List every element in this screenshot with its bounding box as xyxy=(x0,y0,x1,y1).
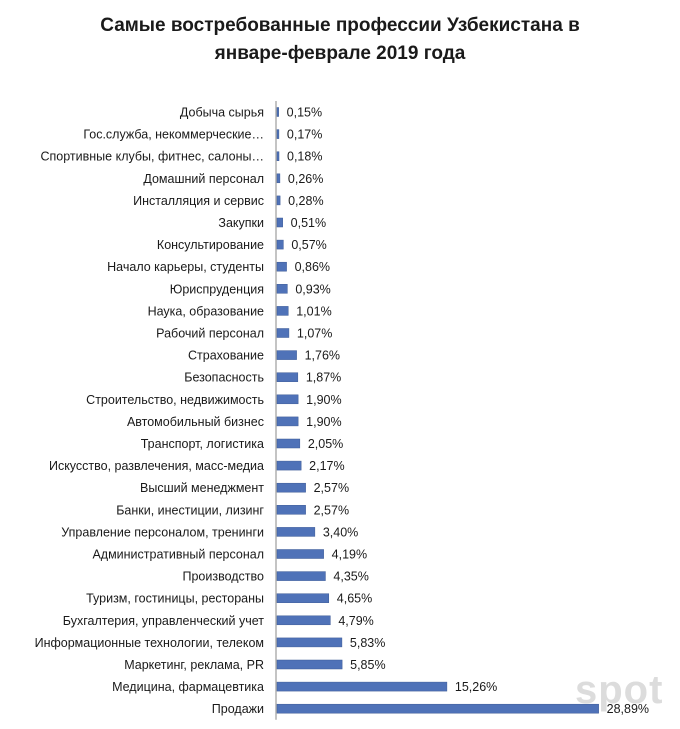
category-label: Закупки xyxy=(218,216,264,230)
category-label: Маркетинг, реклама, PR xyxy=(124,658,264,672)
bar xyxy=(276,527,316,537)
bar xyxy=(276,173,281,184)
value-label: 1,01% xyxy=(296,304,331,318)
value-label: 1,90% xyxy=(306,393,341,407)
bars xyxy=(276,107,599,714)
bar xyxy=(276,659,343,670)
category-label: Безопасность xyxy=(184,371,264,385)
value-label: 2,57% xyxy=(314,503,349,517)
bar xyxy=(276,681,448,692)
value-label: 1,07% xyxy=(297,327,332,341)
bar xyxy=(276,195,281,206)
bar xyxy=(276,239,284,250)
bar xyxy=(276,593,330,603)
bar xyxy=(276,306,289,316)
category-label: Бухгалтерия, управленческий учет xyxy=(63,614,264,628)
watermark-logo: spot xyxy=(575,668,664,712)
bar xyxy=(276,549,324,559)
category-label: Административный персонал xyxy=(92,548,264,562)
bar xyxy=(276,505,306,515)
bar xyxy=(276,284,288,294)
value-label: 1,87% xyxy=(306,371,341,385)
category-label: Банки, инестиции, лизинг xyxy=(116,503,264,517)
category-label: Автомобильный бизнес xyxy=(127,415,264,429)
bar xyxy=(276,217,283,228)
value-label: 1,90% xyxy=(306,415,341,429)
value-label: 2,57% xyxy=(314,481,349,495)
value-label: 15,26% xyxy=(455,680,497,694)
value-label: 4,79% xyxy=(338,614,373,628)
category-label: Начало карьеры, студенты xyxy=(107,260,264,274)
bar xyxy=(276,394,299,405)
value-label: 0,26% xyxy=(288,172,323,186)
bar xyxy=(276,460,302,471)
category-label: Продажи xyxy=(212,702,264,716)
value-label: 0,18% xyxy=(287,150,322,164)
value-label: 4,65% xyxy=(337,592,372,606)
category-label: Домашний персонал xyxy=(143,172,264,186)
value-label: 28,89% xyxy=(607,702,649,716)
value-label: 2,17% xyxy=(309,459,344,473)
category-label: Туризм, гостиницы, рестораны xyxy=(86,592,264,606)
value-label: 5,83% xyxy=(350,636,385,650)
value-label: 0,51% xyxy=(291,216,326,230)
category-label: Наука, образование xyxy=(148,304,264,318)
category-label: Консультирование xyxy=(157,238,264,252)
category-label: Гос.служба, некоммерческие… xyxy=(83,128,264,142)
category-label: Юриспруденция xyxy=(170,282,264,296)
category-label: Спортивные клубы, фитнес, салоны… xyxy=(41,150,265,164)
bar xyxy=(276,129,280,139)
value-labels: 0,15% 0,17% 0,18% 0,26% 0,28% 0,51% 0,57% 0,86%… xyxy=(287,106,649,717)
category-label: Транспорт, логистика xyxy=(141,437,264,451)
bar xyxy=(276,261,287,272)
value-label: 4,19% xyxy=(332,548,367,562)
chart-title: Самые востребованные профессии Узбекиста… xyxy=(0,12,680,68)
bar xyxy=(276,703,599,714)
bar xyxy=(276,482,306,493)
category-label: Медицина, фармацевтика xyxy=(112,680,264,694)
value-label: 2,05% xyxy=(308,437,343,451)
category-label: Искусство, развлечения, масс-медиа xyxy=(49,459,264,473)
value-label: 0,57% xyxy=(291,238,326,252)
category-label: Добыча сырья xyxy=(180,106,264,120)
category-label: Страхование xyxy=(188,349,264,363)
category-label: Информационные технологии, телеком xyxy=(35,636,264,650)
bar xyxy=(276,637,343,648)
value-label: 0,86% xyxy=(295,260,330,274)
bar xyxy=(276,328,290,338)
value-label: 3,40% xyxy=(323,525,358,539)
value-label: 0,15% xyxy=(287,106,322,120)
chart-title-line2: январе-феврале 2019 года xyxy=(214,43,466,64)
category-labels: Добыча сырья Гос.служба, некоммерческие… С… xyxy=(35,106,265,717)
value-label: 0,28% xyxy=(288,194,323,208)
value-label: 0,93% xyxy=(295,282,330,296)
value-label: 5,85% xyxy=(350,658,385,672)
bar xyxy=(276,107,279,117)
bar xyxy=(276,416,299,427)
bar xyxy=(276,350,297,360)
category-label: Инсталляция и сервис xyxy=(133,194,264,208)
bar xyxy=(276,438,301,449)
value-label: 0,17% xyxy=(287,128,322,142)
bar xyxy=(276,571,326,581)
category-label: Строительство, недвижимость xyxy=(86,393,264,407)
bar xyxy=(276,151,280,161)
category-label: Производство xyxy=(182,570,264,584)
value-label: 1,76% xyxy=(305,349,340,363)
category-label: Рабочий персонал xyxy=(156,327,264,341)
category-label: Высший менеджмент xyxy=(140,481,264,495)
bar xyxy=(276,372,299,382)
category-label: Управление персоналом, тренинги xyxy=(61,525,264,539)
value-label: 4,35% xyxy=(333,570,368,584)
chart-title-line1: Самые востребованные профессии Узбекиста… xyxy=(100,15,580,36)
bar xyxy=(276,615,331,626)
